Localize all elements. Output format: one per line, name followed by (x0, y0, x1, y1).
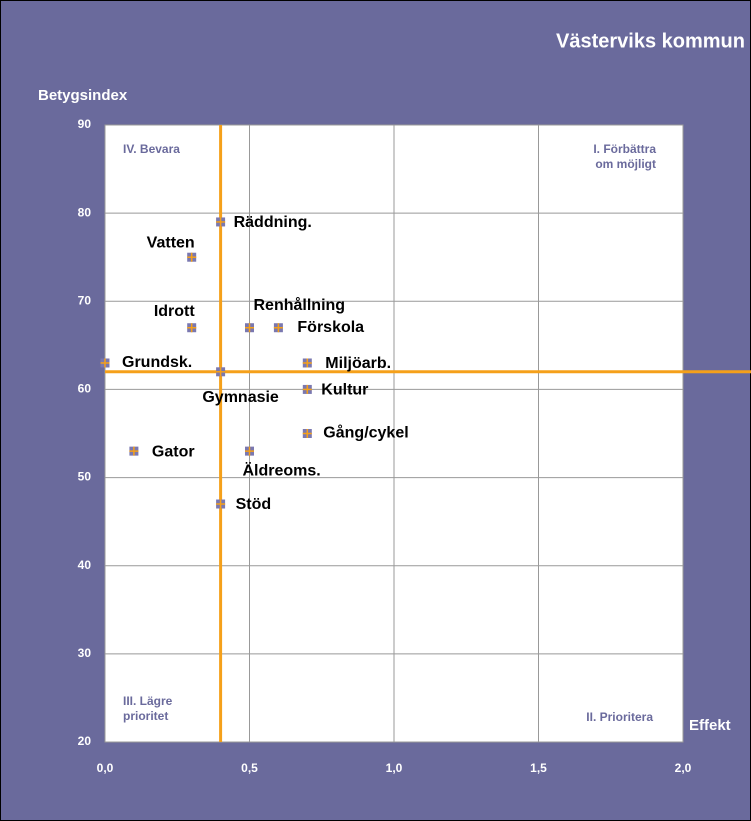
point (302, 384, 312, 394)
point-label: Gymnasie (202, 389, 279, 406)
y-tick-label: 20 (78, 734, 92, 748)
point-label: Stöd (236, 496, 272, 513)
quadrant-label: IV. Bevara (123, 142, 180, 156)
quadrant-label: I. Förbättra (593, 142, 656, 156)
point (245, 446, 254, 456)
quadrant-label: prioritet (123, 709, 168, 723)
quadrant-label: III. Lägre (123, 694, 173, 708)
y-tick-label: 80 (78, 205, 92, 219)
point (187, 323, 197, 333)
x-tick-label: 1,5 (530, 761, 547, 775)
point-label: Gång/cykel (323, 424, 408, 442)
y-tick-label: 30 (78, 646, 92, 660)
point-label: Förskola (297, 319, 364, 336)
point (187, 252, 197, 262)
y-tick-label: 90 (78, 117, 92, 131)
y-tick-label: 60 (78, 382, 92, 396)
point (100, 358, 110, 368)
point (216, 367, 226, 377)
point (302, 358, 312, 368)
y-tick-label: 70 (78, 293, 92, 307)
point-label: Äldreoms. (243, 461, 321, 479)
chart-title: Västerviks kommun (556, 30, 745, 52)
point-label: Grundsk. (122, 354, 192, 371)
x-tick-label: 0,0 (97, 761, 114, 775)
y-axis-label: Betygsindex (38, 87, 128, 104)
x-tick-label: 1,0 (386, 761, 403, 775)
point (216, 217, 226, 227)
x-tick-label: 2,0 (675, 761, 692, 775)
quadrant-label: II. Prioritera (586, 710, 653, 724)
point-label: Gator (152, 443, 195, 460)
point-label: Kultur (321, 382, 368, 399)
y-tick-label: 40 (78, 558, 92, 572)
y-tick-label: 50 (78, 470, 92, 484)
point-label: Räddning. (234, 214, 312, 231)
point (245, 323, 254, 333)
point-label: Renhållning (254, 296, 346, 314)
quadrant-label: om möjligt (595, 157, 656, 171)
point (216, 499, 226, 509)
point (302, 429, 312, 438)
x-tick-label: 0,5 (241, 761, 258, 775)
point-label: Idrott (154, 303, 196, 320)
point-label: Vatten (147, 234, 195, 251)
x-axis-label: Effekt (689, 717, 731, 734)
point (273, 323, 283, 333)
point-label: Miljöarb. (325, 355, 391, 372)
point (129, 446, 139, 456)
